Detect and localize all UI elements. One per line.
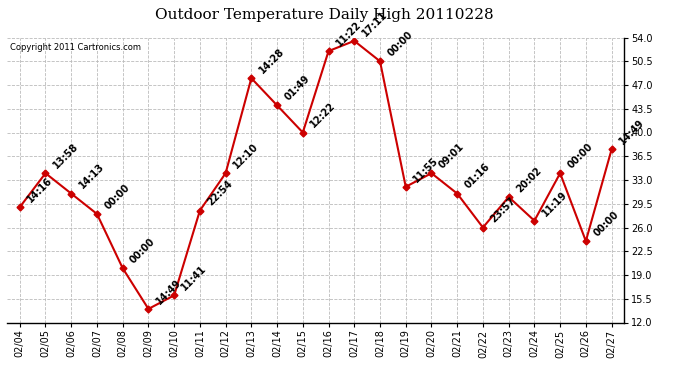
Text: 00:00: 00:00 [566, 141, 595, 170]
Text: 01:49: 01:49 [283, 74, 312, 103]
Text: Copyright 2011 Cartronics.com: Copyright 2011 Cartronics.com [10, 43, 141, 52]
Text: 12:22: 12:22 [308, 101, 337, 130]
Text: 14:49: 14:49 [154, 277, 183, 306]
Text: 11:22: 11:22 [334, 19, 363, 48]
Text: 14:13: 14:13 [77, 162, 106, 191]
Text: 14:49: 14:49 [617, 118, 646, 147]
Text: Outdoor Temperature Daily High 20110228: Outdoor Temperature Daily High 20110228 [155, 8, 493, 21]
Text: 01:16: 01:16 [463, 162, 492, 191]
Text: 17:11: 17:11 [359, 9, 389, 38]
Text: 00:00: 00:00 [591, 209, 620, 238]
Text: 14:16: 14:16 [26, 176, 55, 204]
Text: 14:28: 14:28 [257, 46, 286, 75]
Text: 13:58: 13:58 [51, 141, 80, 170]
Text: 11:55: 11:55 [411, 155, 440, 184]
Text: 00:00: 00:00 [386, 30, 415, 58]
Text: 22:54: 22:54 [206, 179, 235, 208]
Text: 12:10: 12:10 [231, 141, 260, 170]
Text: 11:41: 11:41 [179, 264, 208, 292]
Text: 20:02: 20:02 [514, 165, 543, 194]
Text: 23:57: 23:57 [489, 196, 518, 225]
Text: 00:00: 00:00 [103, 182, 132, 211]
Text: 00:00: 00:00 [128, 237, 157, 266]
Text: 09:01: 09:01 [437, 141, 466, 170]
Text: 11:19: 11:19 [540, 189, 569, 218]
